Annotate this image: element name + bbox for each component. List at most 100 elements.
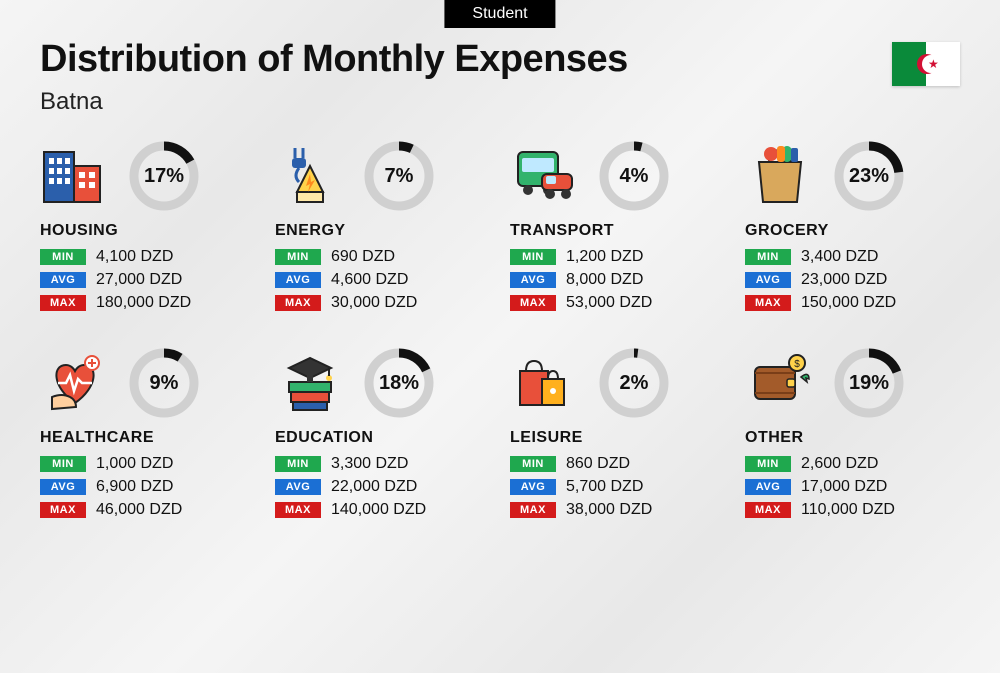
- percent-ring: 9%: [128, 347, 200, 419]
- avg-label: AVG: [275, 479, 321, 495]
- min-value: 3,300 DZD: [331, 455, 408, 473]
- min-label: MIN: [275, 456, 321, 472]
- stat-avg: AVG 6,900 DZD: [40, 478, 255, 496]
- percent-ring: 17%: [128, 140, 200, 212]
- other-icon: $: [745, 348, 815, 418]
- max-label: MAX: [510, 502, 556, 518]
- max-label: MAX: [745, 502, 791, 518]
- stat-min: MIN 860 DZD: [510, 455, 725, 473]
- category-name: LEISURE: [510, 429, 725, 447]
- min-value: 3,400 DZD: [801, 248, 878, 266]
- avg-label: AVG: [40, 479, 86, 495]
- percent-value: 4%: [598, 140, 670, 212]
- avg-value: 8,000 DZD: [566, 271, 643, 289]
- stat-avg: AVG 23,000 DZD: [745, 271, 960, 289]
- stat-max: MAX 30,000 DZD: [275, 294, 490, 312]
- stat-max: MAX 46,000 DZD: [40, 501, 255, 519]
- stat-min: MIN 3,400 DZD: [745, 248, 960, 266]
- max-value: 180,000 DZD: [96, 294, 191, 312]
- stat-avg: AVG 4,600 DZD: [275, 271, 490, 289]
- avg-value: 4,600 DZD: [331, 271, 408, 289]
- avg-label: AVG: [510, 272, 556, 288]
- max-value: 30,000 DZD: [331, 294, 417, 312]
- min-label: MIN: [40, 249, 86, 265]
- max-value: 150,000 DZD: [801, 294, 896, 312]
- min-value: 4,100 DZD: [96, 248, 173, 266]
- category-name: GROCERY: [745, 222, 960, 240]
- percent-ring: 23%: [833, 140, 905, 212]
- category-leisure: 2% LEISURE MIN 860 DZD AVG 5,700 DZD MAX…: [510, 347, 725, 524]
- percent-value: 18%: [363, 347, 435, 419]
- percent-ring: 4%: [598, 140, 670, 212]
- category-name: EDUCATION: [275, 429, 490, 447]
- avg-label: AVG: [40, 272, 86, 288]
- percent-ring: 7%: [363, 140, 435, 212]
- min-value: 860 DZD: [566, 455, 630, 473]
- avg-value: 22,000 DZD: [331, 478, 417, 496]
- transport-icon: [510, 141, 580, 211]
- stat-min: MIN 3,300 DZD: [275, 455, 490, 473]
- percent-value: 19%: [833, 347, 905, 419]
- max-value: 110,000 DZD: [801, 501, 895, 519]
- algeria-flag-icon: ★: [892, 42, 960, 86]
- stat-min: MIN 1,200 DZD: [510, 248, 725, 266]
- category-grocery: 23% GROCERY MIN 3,400 DZD AVG 23,000 DZD…: [745, 140, 960, 317]
- category-housing: 17% HOUSING MIN 4,100 DZD AVG 27,000 DZD…: [40, 140, 255, 317]
- stat-min: MIN 690 DZD: [275, 248, 490, 266]
- stat-max: MAX 53,000 DZD: [510, 294, 725, 312]
- min-value: 1,000 DZD: [96, 455, 173, 473]
- min-label: MIN: [510, 249, 556, 265]
- max-value: 140,000 DZD: [331, 501, 426, 519]
- percent-ring: 19%: [833, 347, 905, 419]
- housing-icon: [40, 141, 110, 211]
- education-icon: [275, 348, 345, 418]
- grocery-icon: [745, 141, 815, 211]
- stat-max: MAX 110,000 DZD: [745, 501, 960, 519]
- percent-value: 7%: [363, 140, 435, 212]
- categories-grid: 17% HOUSING MIN 4,100 DZD AVG 27,000 DZD…: [40, 140, 960, 524]
- avg-label: AVG: [275, 272, 321, 288]
- category-name: TRANSPORT: [510, 222, 725, 240]
- avg-label: AVG: [745, 272, 791, 288]
- min-label: MIN: [510, 456, 556, 472]
- category-transport: 4% TRANSPORT MIN 1,200 DZD AVG 8,000 DZD…: [510, 140, 725, 317]
- category-name: HOUSING: [40, 222, 255, 240]
- avg-label: AVG: [745, 479, 791, 495]
- max-label: MAX: [40, 502, 86, 518]
- stat-avg: AVG 5,700 DZD: [510, 478, 725, 496]
- max-label: MAX: [745, 295, 791, 311]
- min-label: MIN: [745, 249, 791, 265]
- stat-avg: AVG 17,000 DZD: [745, 478, 960, 496]
- max-value: 53,000 DZD: [566, 294, 652, 312]
- avg-value: 6,900 DZD: [96, 478, 173, 496]
- max-label: MAX: [275, 502, 321, 518]
- avg-value: 27,000 DZD: [96, 271, 182, 289]
- avg-label: AVG: [510, 479, 556, 495]
- percent-value: 2%: [598, 347, 670, 419]
- svg-text:$: $: [794, 359, 800, 370]
- category-education: 18% EDUCATION MIN 3,300 DZD AVG 22,000 D…: [275, 347, 490, 524]
- percent-ring: 2%: [598, 347, 670, 419]
- min-label: MIN: [745, 456, 791, 472]
- stat-avg: AVG 8,000 DZD: [510, 271, 725, 289]
- max-label: MAX: [40, 295, 86, 311]
- stat-max: MAX 150,000 DZD: [745, 294, 960, 312]
- min-value: 2,600 DZD: [801, 455, 878, 473]
- max-label: MAX: [275, 295, 321, 311]
- student-tag: Student: [444, 0, 555, 28]
- stat-max: MAX 38,000 DZD: [510, 501, 725, 519]
- min-label: MIN: [40, 456, 86, 472]
- stat-min: MIN 1,000 DZD: [40, 455, 255, 473]
- leisure-icon: [510, 348, 580, 418]
- min-value: 690 DZD: [331, 248, 395, 266]
- category-other: $ 19% OTHER MIN 2,600 DZD AVG 17,000 DZD…: [745, 347, 960, 524]
- stat-max: MAX 180,000 DZD: [40, 294, 255, 312]
- energy-icon: [275, 141, 345, 211]
- healthcare-icon: [40, 348, 110, 418]
- avg-value: 5,700 DZD: [566, 478, 643, 496]
- stat-min: MIN 2,600 DZD: [745, 455, 960, 473]
- category-name: ENERGY: [275, 222, 490, 240]
- max-value: 38,000 DZD: [566, 501, 652, 519]
- category-healthcare: 9% HEALTHCARE MIN 1,000 DZD AVG 6,900 DZ…: [40, 347, 255, 524]
- avg-value: 17,000 DZD: [801, 478, 887, 496]
